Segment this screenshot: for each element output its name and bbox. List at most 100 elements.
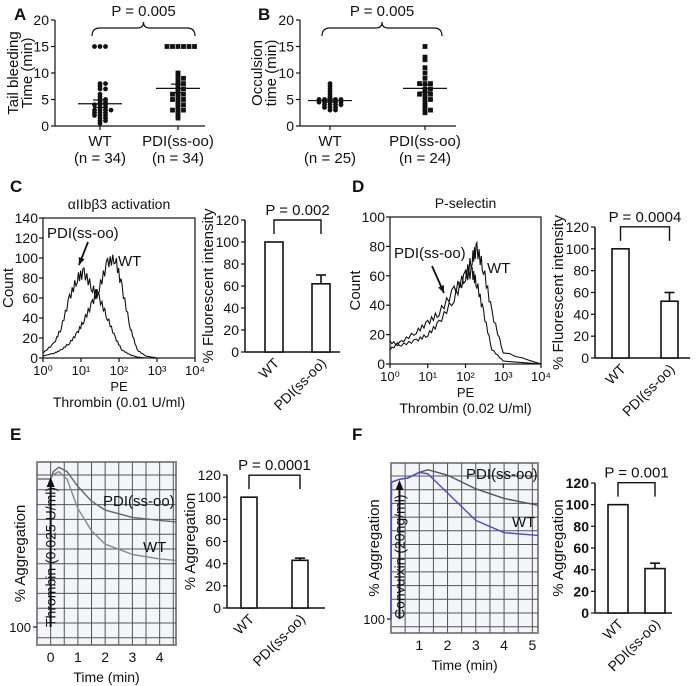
p-value-label: P = 0.005 <box>111 3 175 20</box>
y-tick-label: 0 <box>231 344 239 360</box>
data-point <box>164 44 170 49</box>
x-tick-label: WT <box>230 610 257 637</box>
y-axis-label: Time (min) <box>19 37 36 108</box>
y-axis-label: % Aggregation <box>550 499 567 597</box>
data-point <box>103 44 108 49</box>
data-point <box>97 120 103 126</box>
x-tick-label: 2 <box>444 637 452 653</box>
x-tick-label: 10⁰ <box>33 363 53 378</box>
x-tick-label: WT <box>318 133 341 150</box>
aggregation-trace-wt <box>390 471 539 620</box>
x-tick-label: 4 <box>500 637 508 653</box>
data-point <box>175 44 181 49</box>
histogram-line-wt <box>389 240 542 365</box>
series-label: PDI(ss-oo) <box>394 245 466 262</box>
plot-frame <box>36 461 177 646</box>
data-point <box>175 73 181 79</box>
data-point <box>175 102 181 108</box>
y-tick-label: 20 <box>205 578 221 594</box>
y-axis-label: Tail bleeding <box>5 31 22 114</box>
data-point <box>192 44 197 49</box>
data-point <box>417 81 422 86</box>
agonist-label: Convulxin (20ng/ml) <box>391 495 407 620</box>
data-point <box>422 97 428 102</box>
series-label: WT <box>118 253 141 270</box>
bar-pdi <box>660 300 679 359</box>
series-label: WT <box>487 260 510 277</box>
y-tick-label: 0 <box>286 118 294 134</box>
bar-wt <box>611 248 630 359</box>
y-tick-label: 40 <box>369 297 385 313</box>
y-tick-label: 100 <box>216 234 240 250</box>
arrow-head <box>46 477 55 487</box>
bar-wt <box>240 496 258 609</box>
x-tick-label: 4 <box>156 649 164 665</box>
histogram-line-pdi <box>42 266 195 359</box>
x-tick-label: PDI(ss-oo) <box>249 611 308 670</box>
data-point <box>175 110 181 116</box>
y-tick-label: 0 <box>377 356 385 372</box>
x-tick-label: 10⁴ <box>531 369 551 384</box>
data-point <box>181 75 186 81</box>
y-tick-label: 60 <box>369 268 385 284</box>
y-tick-label: 80 <box>223 256 239 272</box>
x-tick-label: 3 <box>472 637 480 653</box>
x-tick-label: 10² <box>456 369 475 384</box>
data-point <box>333 107 338 113</box>
y-tick-label: 60 <box>22 290 38 306</box>
data-point <box>422 57 428 63</box>
x-tick-label: 10¹ <box>418 369 437 384</box>
y-axis-label: time (min) <box>263 40 280 107</box>
series-label: WT <box>143 539 166 556</box>
bar-wt <box>607 503 629 614</box>
x-tick-label: 3 <box>128 649 136 665</box>
data-point <box>422 94 428 100</box>
y-tick-label: 0 <box>41 118 49 134</box>
n-label: (n = 34) <box>152 150 204 167</box>
y-tick-label: 40 <box>573 306 589 322</box>
data-point <box>428 107 433 113</box>
series-label: WT <box>512 514 535 531</box>
x-tick-label: PDI(ss-oo) <box>142 133 214 150</box>
x-tick-label: 10² <box>110 363 129 378</box>
data-point <box>108 107 114 113</box>
x-tick-label: 10³ <box>148 363 167 378</box>
bar-pdi <box>291 559 309 609</box>
data-point <box>428 97 433 102</box>
data-point <box>322 105 327 110</box>
data-point <box>170 107 175 113</box>
data-point <box>175 115 181 121</box>
x-axis-sublabel: Thrombin (0.01 U/ml) <box>53 394 185 410</box>
significance-bracket <box>248 474 301 490</box>
x-tick-label: 10¹ <box>72 363 91 378</box>
y-tick-label: 15 <box>33 39 49 55</box>
x-tick-label: 0 <box>47 649 55 665</box>
p-value-label: P = 0.0004 <box>609 209 682 226</box>
x-tick-label: 10⁴ <box>185 363 205 378</box>
y-tick-label: 20 <box>573 328 589 344</box>
y-tick-label: 100 <box>566 497 590 513</box>
significance-bracket <box>617 481 656 497</box>
x-tick-label: WT <box>255 354 282 381</box>
data-point <box>181 102 186 108</box>
data-point <box>422 81 428 86</box>
data-point <box>175 75 181 81</box>
data-point <box>175 105 181 110</box>
panel-label-b: B <box>258 5 270 24</box>
y-axis-label: % Aggregation <box>12 505 29 603</box>
data-point <box>422 91 428 97</box>
data-point <box>170 44 175 49</box>
panel-label-f: F <box>352 425 362 444</box>
y-tick-label: 20 <box>278 12 294 28</box>
x-axis-label: Time (min) <box>431 657 497 673</box>
y-tick-label: 140 <box>15 210 39 226</box>
arrow-head <box>395 480 404 490</box>
y-tick-label: 100 <box>566 241 590 257</box>
data-point <box>428 91 433 97</box>
arrow-head <box>78 257 85 265</box>
series-label: PDI(ss-oo) <box>47 225 119 242</box>
y-tick-label: 60 <box>205 534 221 550</box>
p-value-label: P = 0.002 <box>265 202 329 219</box>
y-tick-label: 120 <box>566 219 590 235</box>
y-tick-label: 100 <box>363 612 385 627</box>
